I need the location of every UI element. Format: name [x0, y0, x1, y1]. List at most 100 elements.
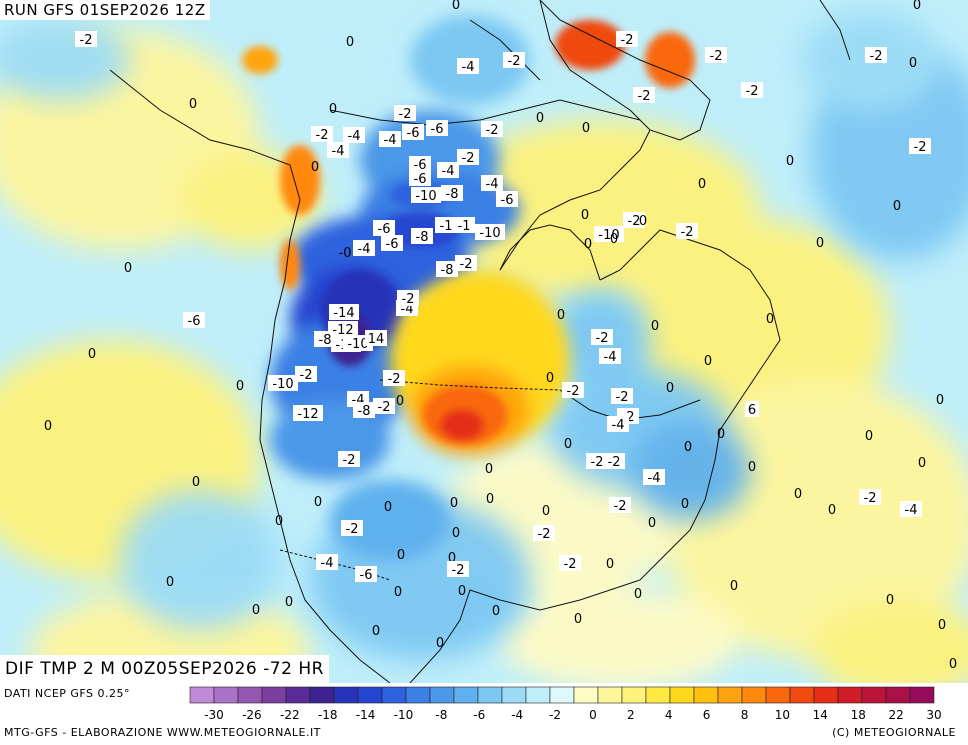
svg-text:0: 0 [485, 462, 493, 477]
isotherm-value-label: 0 [450, 496, 458, 511]
color-scale-tick-label: 30 [926, 708, 941, 722]
color-scale-swatch [357, 686, 383, 704]
isotherm-value-label: 0 [536, 111, 544, 126]
color-scale-tick-label: -6 [473, 708, 485, 722]
svg-text:-6: -6 [414, 172, 427, 187]
isotherm-value-label: 6 [745, 401, 759, 418]
svg-text:0: 0 [329, 102, 337, 117]
svg-text:-2: -2 [399, 107, 412, 122]
isotherm-value-label: 0 [394, 585, 402, 600]
svg-text:0: 0 [828, 503, 836, 518]
isotherm-value-label: -2 [533, 525, 555, 542]
svg-text:0: 0 [236, 379, 244, 394]
svg-text:-2: -2 [486, 123, 499, 138]
credits-left: MTG-GFS - ELABORAZIONE WWW.METEOGIORNALE… [4, 726, 321, 739]
svg-text:-4: -4 [442, 164, 455, 179]
isotherm-value-label: -2 [623, 212, 645, 229]
isotherm-value-label: 0 [397, 548, 405, 563]
color-scale-tick-label: 4 [665, 708, 673, 722]
svg-text:0: 0 [492, 604, 500, 619]
svg-text:0: 0 [166, 575, 174, 590]
isotherm-value-label: -0 [339, 246, 352, 261]
isotherm-value-label: -8 [441, 185, 463, 202]
color-scale-swatch [261, 686, 287, 704]
svg-text:-2: -2 [538, 527, 551, 542]
svg-text:0: 0 [582, 121, 590, 136]
svg-text:-2: -2 [914, 140, 927, 155]
svg-text:-4: -4 [358, 242, 371, 257]
isotherm-value-label: -6 [409, 170, 431, 187]
svg-text:-2: -2 [316, 128, 329, 143]
isotherm-value-label: -10 [411, 187, 441, 204]
svg-text:-6: -6 [188, 314, 201, 329]
color-scale-tick-label: -2 [549, 708, 561, 722]
isotherm-value-label: 0 [372, 624, 380, 639]
isotherm-value-label: -2 [341, 520, 363, 537]
svg-text:-2: -2 [608, 455, 621, 470]
isotherm-value-label: -8 [314, 331, 336, 348]
color-scale-tick-label: -26 [242, 708, 262, 722]
color-scale-swatch [429, 686, 455, 704]
color-scale-legend: -30 -26 -22 -18 -14 -10 -8 -6 -4 -2 0 2 4 6 8 10 14 18 22 3… [189, 686, 942, 722]
isotherm-value-label: 0 [546, 371, 554, 386]
color-scale-swatch [501, 686, 527, 704]
color-scale-swatch [789, 686, 815, 704]
svg-text:0: 0 [913, 0, 921, 13]
isotherm-value-label: 0 [452, 0, 460, 13]
isotherm-value-label: -2 [559, 555, 581, 572]
field-title: DIF TMP 2 M 00Z05SEP2026 -72 HR [0, 655, 329, 683]
isotherm-value-label: -4 [643, 469, 665, 486]
svg-text:0: 0 [748, 460, 756, 475]
color-scale-tick-labels: -30 -26 -22 -18 -14 -10 -8 -6 -4 -2 0 2 4 6 8 10 14 18 22 3… [204, 708, 941, 722]
isotherm-value-label: 0 [639, 214, 647, 229]
isotherm-value-label: 0 [346, 35, 354, 50]
isotherm-value-label: 0 [582, 121, 590, 136]
svg-text:-4: -4 [348, 129, 361, 144]
isotherm-value-label: -2 [75, 31, 97, 48]
isotherm-value-label: -4 [599, 348, 621, 365]
color-scale-tick-label: -18 [318, 708, 338, 722]
svg-text:-4: -4 [905, 503, 918, 518]
isotherm-value-label: -2 [457, 149, 479, 166]
isotherm-value-label: 0 [285, 595, 293, 610]
color-scale-swatch [477, 686, 503, 704]
isotherm-value-label: 0 [542, 504, 550, 519]
isotherm-value-label: -10 [475, 224, 505, 241]
svg-text:-1: -1 [440, 219, 453, 234]
isotherm-value-label: 0 [236, 379, 244, 394]
svg-text:0: 0 [285, 595, 293, 610]
isotherm-value-label: -2 [611, 388, 633, 405]
isotherm-value-label: -2 [865, 47, 887, 64]
color-scale-swatch [693, 686, 719, 704]
color-scale-swatch [309, 686, 335, 704]
svg-text:-2: -2 [616, 390, 629, 405]
color-scale-tick-label: 18 [851, 708, 866, 722]
svg-text:-2: -2 [346, 522, 359, 537]
color-scale-swatch [765, 686, 791, 704]
isotherm-value-label: -2 [705, 47, 727, 64]
svg-text:-2: -2 [80, 33, 93, 48]
isotherm-value-label: -12 [293, 405, 323, 422]
isotherm-value-label: 0 [786, 154, 794, 169]
isotherm-value-label: -4 [457, 58, 479, 75]
svg-text:-2: -2 [460, 257, 473, 272]
isotherm-value-label: -4 [900, 501, 922, 518]
isotherm-value-label: -4 [437, 162, 459, 179]
color-scale-tick-label: 6 [703, 708, 711, 722]
color-scale-tick-label: -30 [204, 708, 224, 722]
svg-text:-2: -2 [638, 89, 651, 104]
svg-text:-4: -4 [648, 471, 661, 486]
svg-text:-2: -2 [402, 292, 415, 307]
isotherm-value-label: -10 [594, 226, 624, 243]
isotherm-value-label: 0 [396, 394, 404, 409]
svg-text:-2: -2 [591, 455, 604, 470]
isotherm-value-label: 0 [166, 575, 174, 590]
isotherm-value-label: -2 [591, 329, 613, 346]
isotherm-value-label: -2 [633, 87, 655, 104]
color-scale-swatch [741, 686, 767, 704]
svg-text:0: 0 [189, 97, 197, 112]
svg-text:-2: -2 [388, 372, 401, 387]
isotherm-value-label: 0 [766, 312, 774, 327]
svg-text:0: 0 [450, 496, 458, 511]
svg-text:-0: -0 [339, 246, 352, 261]
